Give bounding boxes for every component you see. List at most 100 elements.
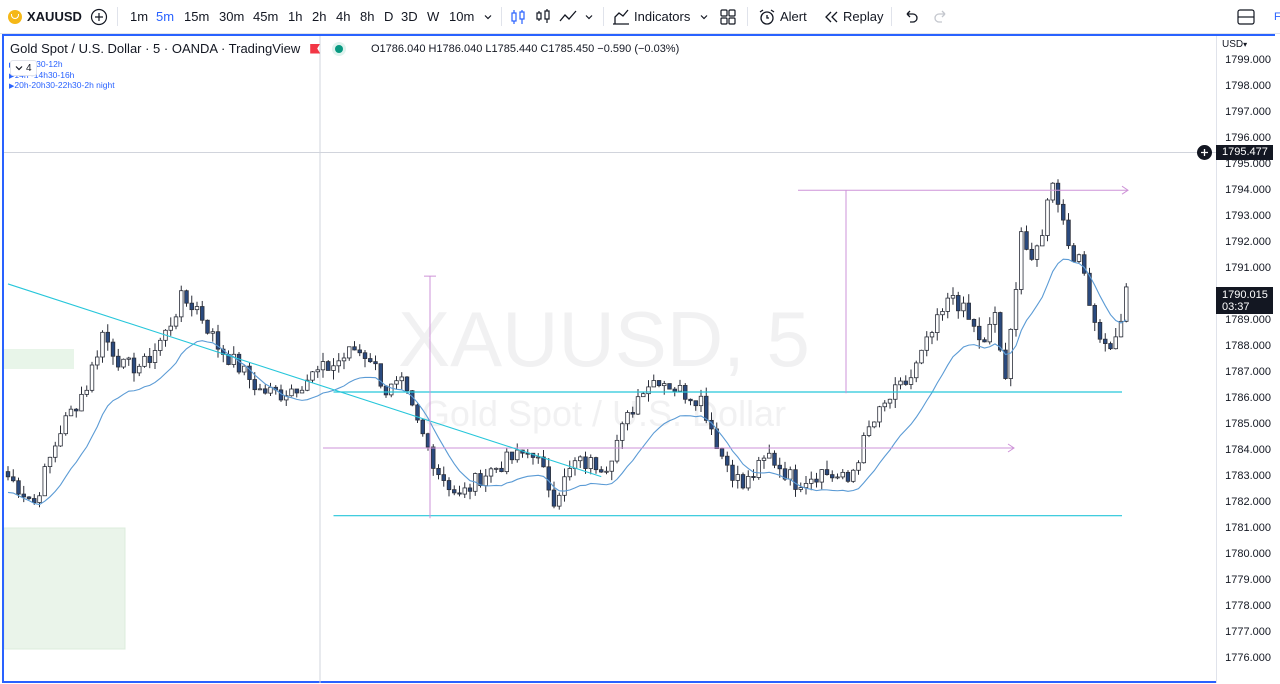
- layout-button[interactable]: [1236, 0, 1256, 33]
- candle-body: [373, 361, 378, 365]
- rewind-icon: [825, 11, 838, 22]
- chart-style-dropdown[interactable]: [584, 0, 594, 33]
- candle: [751, 469, 756, 481]
- compare-symbol-button[interactable]: [89, 0, 109, 33]
- interval-30m[interactable]: 30m: [219, 0, 244, 33]
- candle: [189, 295, 194, 317]
- chart-canvas[interactable]: XAUUSD, 5 Gold Spot / U.S. Dollar: [4, 36, 1216, 683]
- price-tick-label: 1786.000: [1225, 392, 1271, 405]
- interval-w[interactable]: W: [427, 0, 439, 33]
- candle-body: [252, 379, 257, 391]
- candle-body: [814, 478, 819, 483]
- candle-body: [672, 388, 677, 392]
- panel-layout-icon: [1237, 8, 1255, 25]
- interval-d[interactable]: D: [384, 0, 393, 33]
- undo-button[interactable]: [902, 0, 920, 33]
- alarm-clock-icon: [759, 8, 775, 25]
- candle: [1029, 242, 1034, 261]
- candle: [26, 496, 32, 500]
- candle: [452, 485, 457, 496]
- candle: [79, 386, 84, 412]
- crosshair-plus-button[interactable]: [1197, 145, 1212, 160]
- candle: [268, 382, 273, 396]
- interval-2h[interactable]: 2h: [312, 0, 326, 33]
- templates-button[interactable]: [719, 0, 737, 33]
- interval-5m[interactable]: 5m: [156, 0, 174, 33]
- candle: [252, 372, 257, 396]
- interval-dropdown[interactable]: [483, 0, 493, 33]
- candle-body: [1082, 254, 1087, 274]
- chart-legend[interactable]: Gold Spot / U.S. Dollar · 5 · OANDA · Tr…: [10, 41, 344, 56]
- candle: [137, 363, 142, 377]
- candle-body: [410, 390, 415, 406]
- replay-button[interactable]: Replay: [823, 0, 883, 33]
- candle: [987, 317, 992, 345]
- candle-body: [977, 325, 982, 341]
- candle-body: [651, 380, 656, 388]
- candle-body: [803, 482, 809, 489]
- candle-body: [362, 352, 368, 359]
- alert-button[interactable]: Alert: [758, 0, 807, 33]
- candle: [593, 456, 599, 474]
- candle-body: [68, 408, 74, 417]
- candle-body: [1055, 182, 1061, 205]
- candle: [704, 387, 709, 424]
- candle: [420, 419, 425, 437]
- candle: [866, 420, 872, 438]
- symbol-search[interactable]: XAUUSD: [8, 0, 82, 33]
- candle: [677, 379, 683, 393]
- chevron-down-icon: [700, 14, 708, 19]
- candle-body: [394, 380, 399, 385]
- candle-body: [215, 331, 221, 350]
- price-scale[interactable]: USD▾ 1799.000 1798.000 1797.000 1796.000 179…: [1216, 36, 1275, 683]
- interval-3d[interactable]: 3D: [401, 0, 418, 33]
- candle: [494, 467, 499, 473]
- candle-body: [1019, 231, 1024, 290]
- interval-15m[interactable]: 15m: [184, 0, 209, 33]
- candle-body: [352, 346, 357, 351]
- candle-body: [462, 487, 467, 495]
- candle-body: [940, 311, 945, 316]
- interval-4h[interactable]: 4h: [336, 0, 350, 33]
- candle-body: [551, 489, 557, 507]
- indicators-dropdown[interactable]: [699, 0, 709, 33]
- interval-45m[interactable]: 45m: [253, 0, 278, 33]
- candle-body: [494, 467, 499, 470]
- plus-icon: [1201, 149, 1208, 156]
- candle-body: [341, 357, 347, 362]
- interval-label: 15m: [184, 9, 210, 24]
- candle: [588, 454, 593, 475]
- candle: [735, 465, 740, 489]
- undo-icon: [906, 10, 918, 23]
- line-style-button[interactable]: [559, 0, 577, 33]
- candle-body: [641, 393, 646, 398]
- candle: [950, 287, 956, 305]
- candle-body: [662, 383, 667, 387]
- candle-body: [1092, 305, 1097, 323]
- candle: [536, 453, 541, 464]
- interval-1h[interactable]: 1h: [288, 0, 302, 33]
- redo-button[interactable]: [932, 0, 950, 33]
- price-tick-label: 1777.000: [1225, 626, 1271, 639]
- candle-body: [446, 480, 452, 491]
- bars-style-button[interactable]: [534, 0, 552, 33]
- right-edge-button[interactable]: F: [1274, 0, 1280, 33]
- collapse-indicators-button[interactable]: 4: [10, 60, 37, 76]
- candle: [882, 400, 887, 412]
- currency-selector[interactable]: USD▾: [1222, 39, 1247, 50]
- indicators-button[interactable]: Indicators: [612, 0, 690, 33]
- candles-style-button[interactable]: [509, 0, 527, 33]
- chart-pane[interactable]: XAUUSD, 5 Gold Spot / U.S. Dollar: [4, 36, 1216, 683]
- candle: [924, 331, 929, 357]
- candle-body: [1076, 254, 1082, 262]
- legend-title[interactable]: Gold Spot / U.S. Dollar · 5 · OANDA · Tr…: [10, 41, 301, 56]
- candle: [373, 355, 378, 371]
- candle: [908, 369, 914, 390]
- candle: [483, 468, 488, 492]
- interval-8h[interactable]: 8h: [360, 0, 374, 33]
- interval-1m[interactable]: 1m: [130, 0, 148, 33]
- indicator-count: 4: [26, 62, 32, 74]
- alert-label: Alert: [780, 9, 807, 24]
- interval-10m[interactable]: 10m: [449, 0, 474, 33]
- candle-body: [782, 468, 788, 480]
